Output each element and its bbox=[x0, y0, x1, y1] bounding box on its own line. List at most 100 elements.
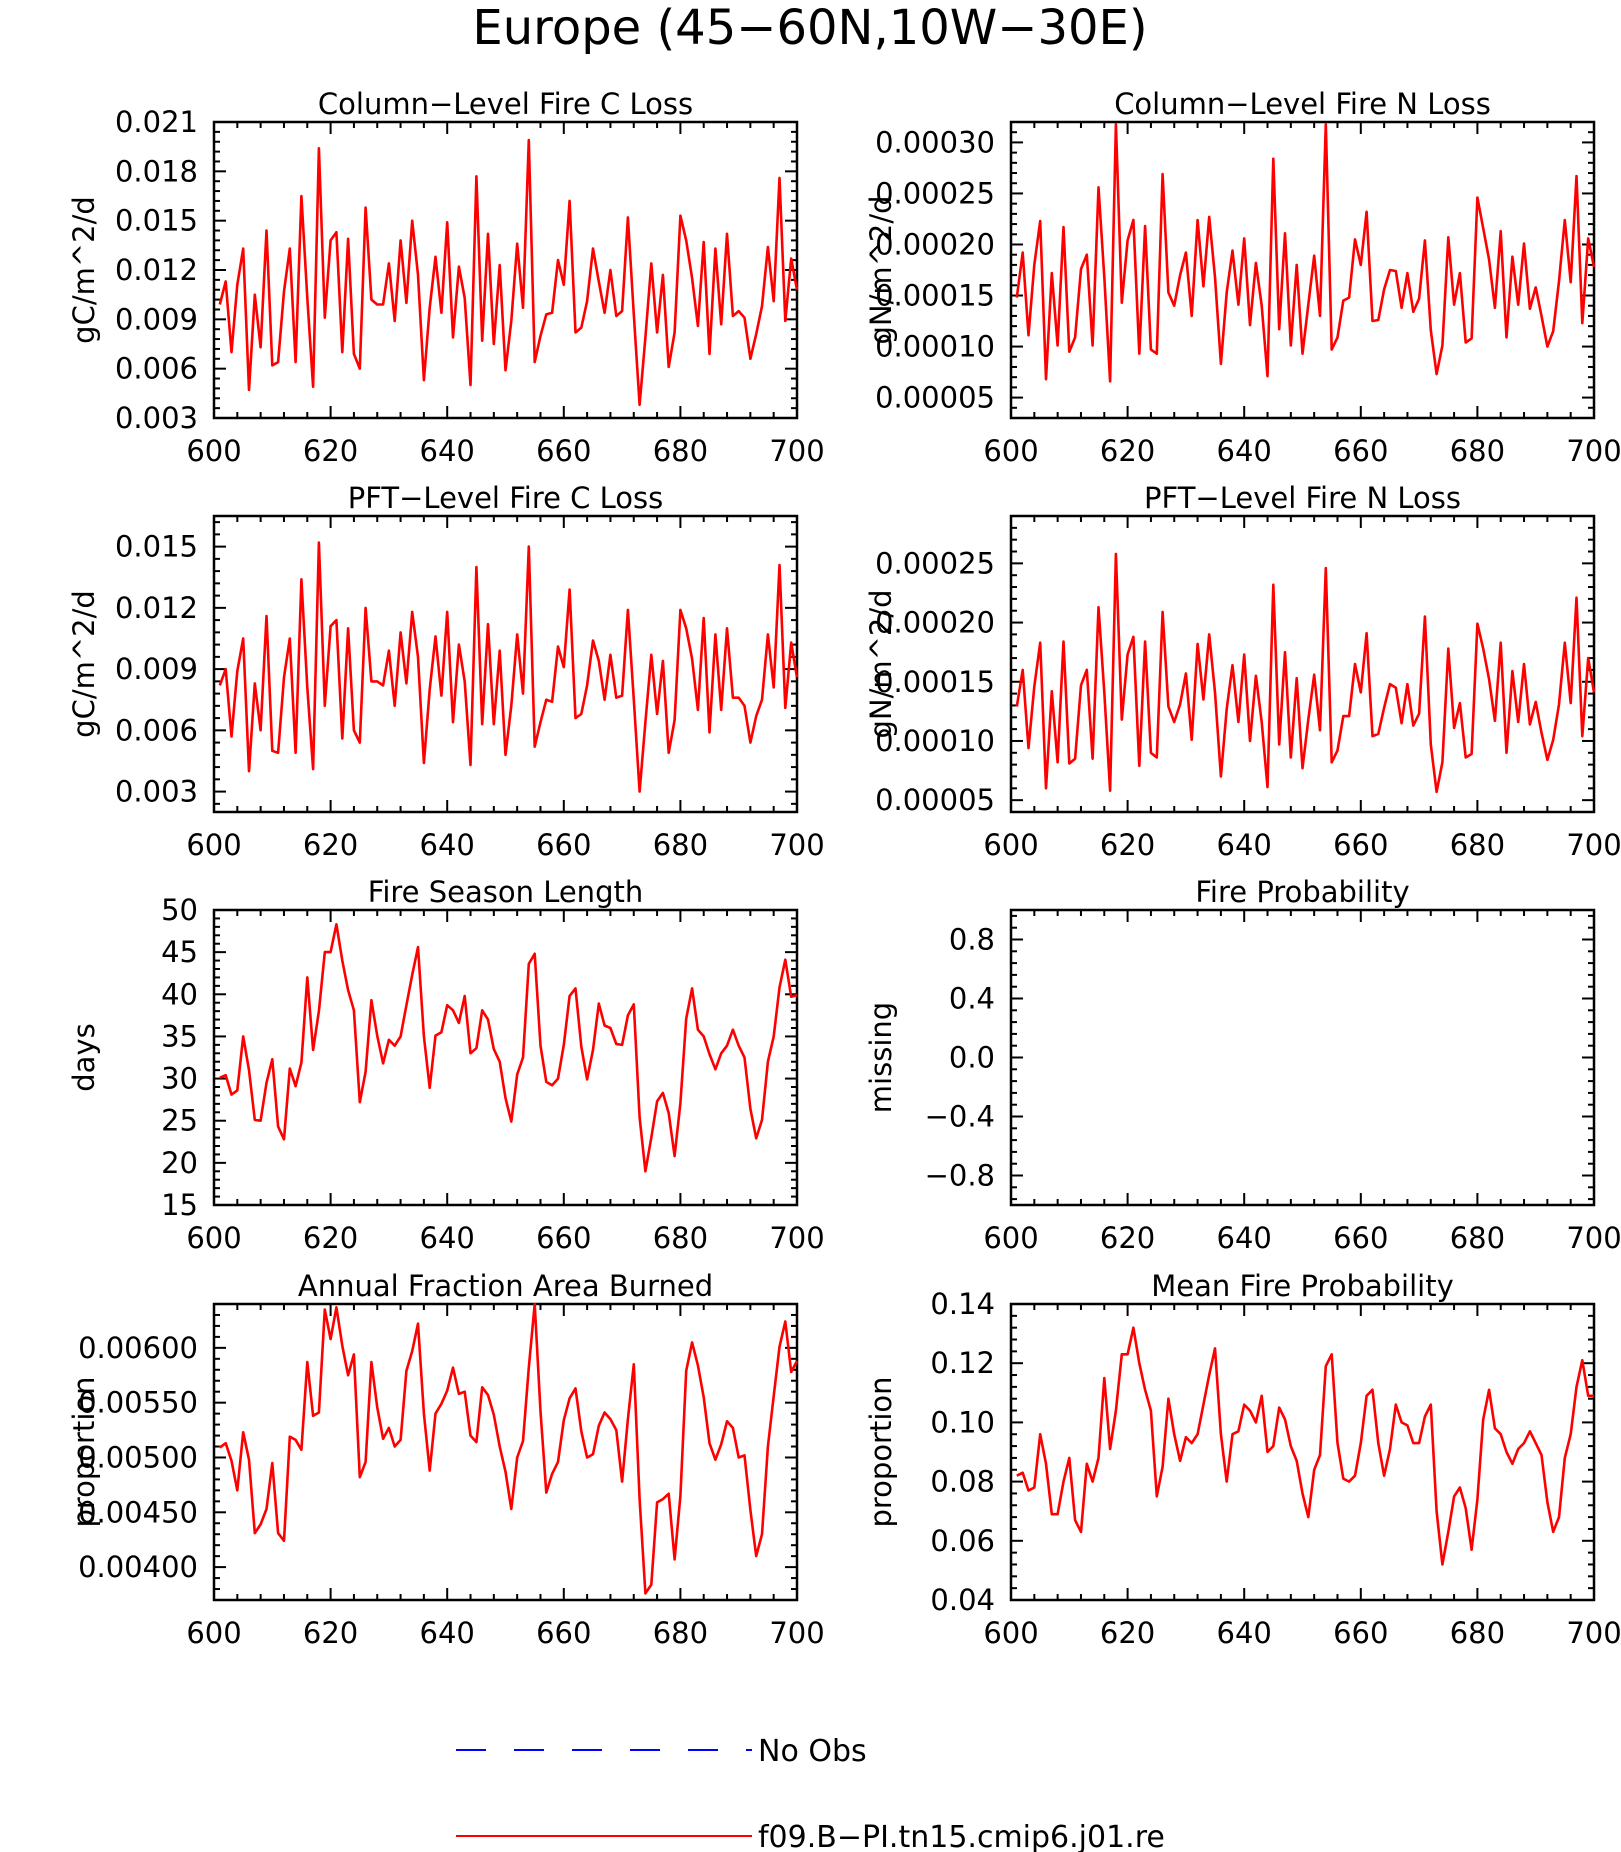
x-tick-label: 620 bbox=[1100, 828, 1155, 862]
y-axis-label: gC/m^2/d bbox=[67, 196, 101, 344]
legend: No Obs f09.B−PI.tn15.cmip6.j01.re bbox=[456, 1734, 1165, 1852]
y-tick-label: 0.8 bbox=[949, 923, 995, 957]
x-tick-label: 620 bbox=[303, 1221, 358, 1255]
y-tick-label: 0.00005 bbox=[875, 381, 995, 415]
y-tick-label: 0.06 bbox=[930, 1524, 995, 1558]
x-tick-label: 600 bbox=[983, 434, 1038, 468]
y-tick-label: 0.00400 bbox=[78, 1550, 198, 1584]
panel-pft-fire-n: PFT−Level Fire N Loss gN/m^2/d 600 620 640 66… bbox=[864, 481, 1621, 862]
x-tick-label: 620 bbox=[1100, 434, 1155, 468]
x-tick-label: 640 bbox=[1217, 434, 1272, 468]
y-tick-label: 20 bbox=[161, 1146, 198, 1180]
y-tick-label: 0.00020 bbox=[875, 606, 995, 640]
y-axis-label: gN/m^2/d bbox=[864, 195, 898, 344]
series-line bbox=[218, 138, 799, 407]
panel-title: Fire Season Length bbox=[368, 875, 643, 909]
x-tick-label: 600 bbox=[983, 828, 1038, 862]
plot-frame bbox=[212, 908, 799, 1207]
panel-title: Column−Level Fire N Loss bbox=[1114, 87, 1491, 121]
series-line bbox=[218, 541, 799, 793]
x-tick-label: 700 bbox=[769, 434, 824, 468]
x-tick-label: 600 bbox=[186, 434, 241, 468]
y-tick-label: 0.015 bbox=[115, 204, 198, 238]
x-tick-label: 620 bbox=[303, 434, 358, 468]
x-tick-label: 640 bbox=[1217, 1221, 1272, 1255]
x-tick-label: 620 bbox=[1100, 1616, 1155, 1650]
y-tick-label: 0.012 bbox=[115, 253, 198, 287]
y-tick-label: 15 bbox=[161, 1188, 198, 1222]
y-tick-label: 45 bbox=[161, 935, 198, 969]
y-tick-label: 0.015 bbox=[115, 530, 198, 564]
x-tick-label: 700 bbox=[769, 828, 824, 862]
x-tick-label: 600 bbox=[186, 1221, 241, 1255]
x-tick-label: 660 bbox=[536, 828, 591, 862]
y-tick-label: 0.4 bbox=[949, 982, 995, 1016]
y-tick-label: 30 bbox=[161, 1062, 198, 1096]
plot-frame bbox=[212, 120, 799, 420]
x-tick-label: 640 bbox=[420, 828, 475, 862]
legend-model-label: f09.B−PI.tn15.cmip6.j01.re bbox=[758, 1820, 1165, 1852]
legend-obs-label: No Obs bbox=[758, 1734, 867, 1769]
y-axis-label: missing bbox=[864, 1002, 898, 1113]
plot-frame bbox=[1009, 1302, 1596, 1602]
y-tick-label: 0.10 bbox=[930, 1405, 995, 1439]
y-tick-label: 0.006 bbox=[115, 352, 198, 386]
x-tick-label: 680 bbox=[1450, 1616, 1505, 1650]
y-tick-label: 0.0 bbox=[949, 1041, 995, 1075]
y-tick-label: 0.00030 bbox=[875, 125, 995, 159]
y-tick-label: 0.08 bbox=[930, 1465, 995, 1499]
x-tick-label: 600 bbox=[186, 828, 241, 862]
y-tick-label: 0.00025 bbox=[875, 176, 995, 210]
panel-title: Mean Fire Probability bbox=[1151, 1269, 1454, 1303]
y-tick-label: 0.00600 bbox=[78, 1331, 198, 1365]
x-tick-label: 620 bbox=[303, 828, 358, 862]
y-tick-label: 0.012 bbox=[115, 591, 198, 625]
y-tick-label: 0.00010 bbox=[875, 724, 995, 758]
y-tick-label: 0.04 bbox=[930, 1583, 995, 1617]
x-tick-label: 660 bbox=[1333, 828, 1388, 862]
x-tick-label: 620 bbox=[303, 1616, 358, 1650]
y-tick-label: 0.003 bbox=[115, 775, 198, 809]
y-axis-label: proportion bbox=[864, 1376, 898, 1527]
x-tick-label: 700 bbox=[1566, 828, 1621, 862]
panel-title: Fire Probability bbox=[1195, 875, 1409, 909]
x-tick-label: 700 bbox=[1566, 1616, 1621, 1650]
y-tick-label: 50 bbox=[161, 893, 198, 927]
x-tick-label: 600 bbox=[983, 1221, 1038, 1255]
x-tick-label: 700 bbox=[1566, 434, 1621, 468]
panel-mean-fire-prob: Mean Fire Probability proportion 600 620 640… bbox=[864, 1269, 1621, 1650]
x-tick-label: 620 bbox=[1100, 1221, 1155, 1255]
panel-title: PFT−Level Fire N Loss bbox=[1144, 481, 1461, 515]
y-tick-label: 0.009 bbox=[115, 302, 198, 336]
x-tick-label: 640 bbox=[1217, 1616, 1272, 1650]
y-tick-label: 0.00015 bbox=[875, 665, 995, 699]
panel-col-fire-c: Column−Level Fire C Loss gC/m^2/d 600 620 64… bbox=[67, 87, 825, 468]
series-line bbox=[1015, 552, 1596, 794]
x-tick-label: 680 bbox=[653, 828, 708, 862]
x-tick-label: 660 bbox=[1333, 1616, 1388, 1650]
x-tick-label: 640 bbox=[420, 1221, 475, 1255]
y-tick-label: 0.021 bbox=[115, 105, 198, 139]
y-tick-label: 0.018 bbox=[115, 154, 198, 188]
y-tick-label: 25 bbox=[161, 1104, 198, 1138]
panel-title: PFT−Level Fire C Loss bbox=[348, 481, 664, 515]
x-tick-label: 700 bbox=[769, 1221, 824, 1255]
panel-col-fire-n: Column−Level Fire N Loss gN/m^2/d 600 620 64… bbox=[864, 87, 1621, 468]
x-tick-label: 600 bbox=[186, 1616, 241, 1650]
y-axis-label: gN/m^2/d bbox=[864, 589, 898, 738]
plot-frame bbox=[1009, 908, 1596, 1207]
y-tick-label: 0.006 bbox=[115, 713, 198, 747]
x-tick-label: 660 bbox=[536, 434, 591, 468]
x-tick-label: 660 bbox=[536, 1221, 591, 1255]
plot-frame bbox=[1009, 120, 1596, 420]
y-tick-label: 0.009 bbox=[115, 652, 198, 686]
series-line bbox=[219, 922, 798, 1173]
x-tick-label: 680 bbox=[653, 1221, 708, 1255]
y-tick-label: 35 bbox=[161, 1019, 198, 1053]
y-tick-label: 0.00005 bbox=[875, 783, 995, 817]
y-tick-label: 0.00010 bbox=[875, 330, 995, 364]
y-tick-label: 0.14 bbox=[930, 1287, 995, 1321]
y-tick-label: 0.12 bbox=[930, 1346, 995, 1380]
y-axis-label: proportion bbox=[67, 1376, 101, 1527]
x-tick-label: 700 bbox=[769, 1616, 824, 1650]
